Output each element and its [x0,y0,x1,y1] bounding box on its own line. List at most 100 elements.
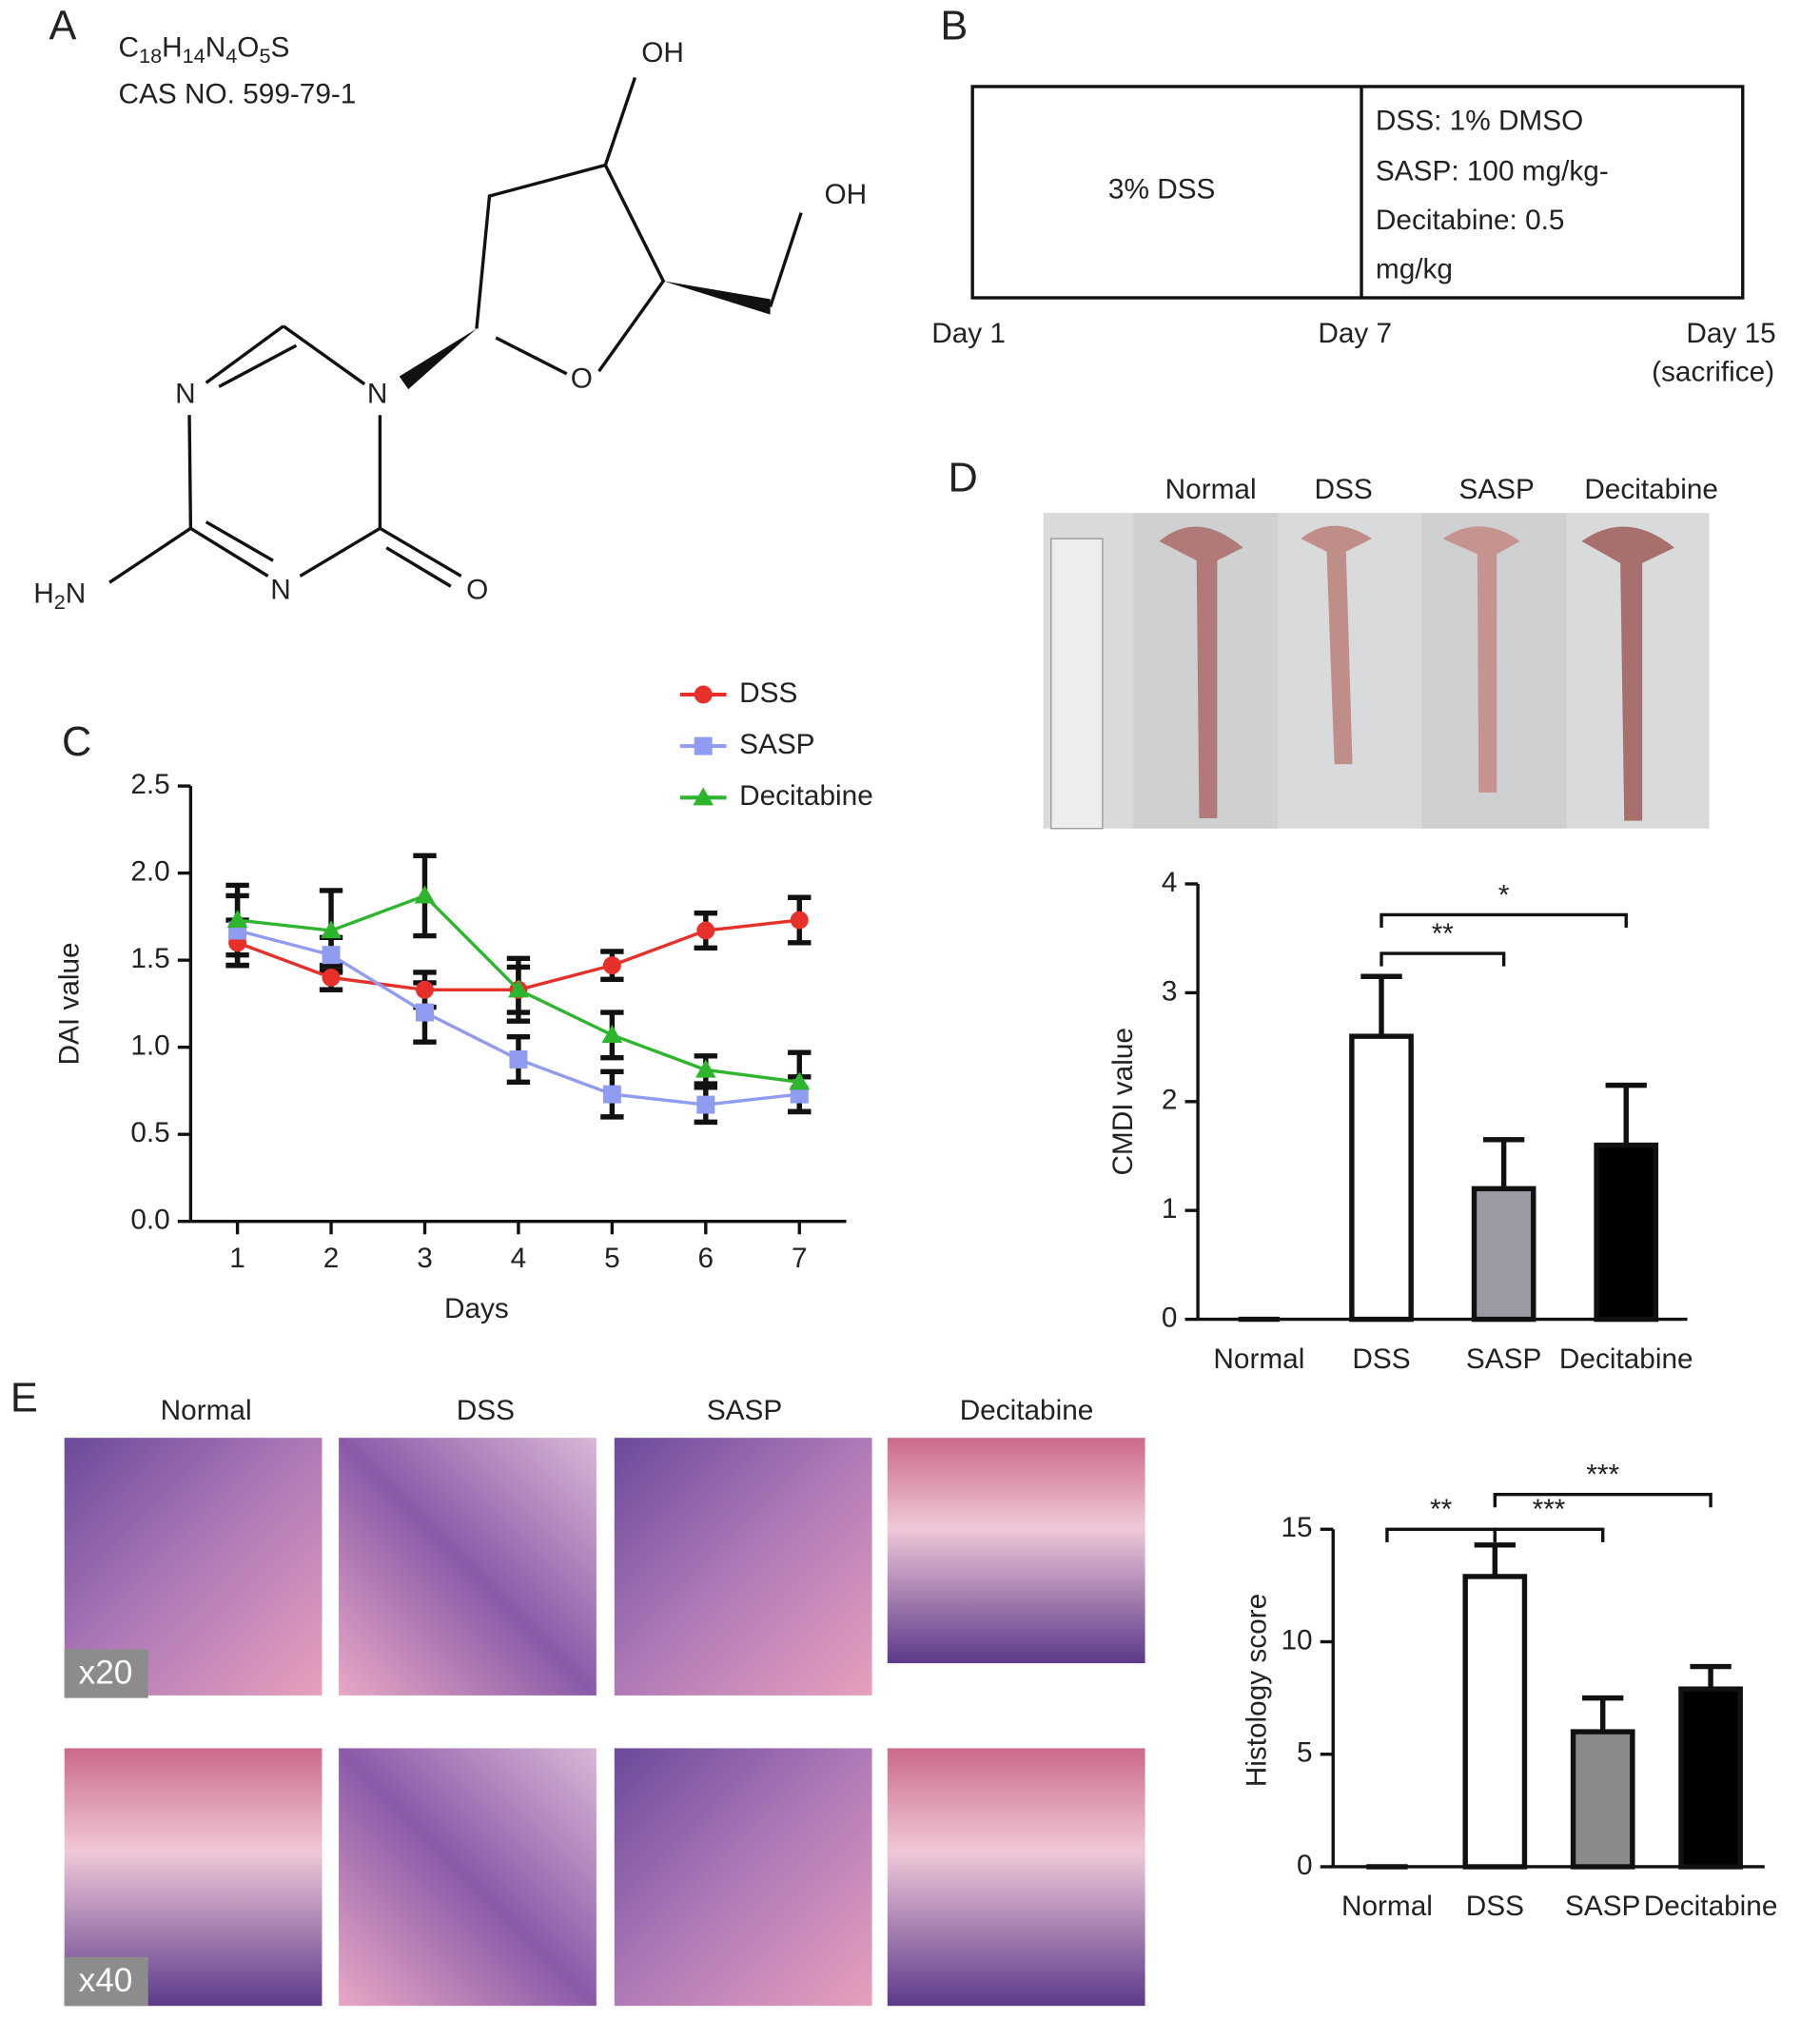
y-tick-label: 0.5 [130,1117,169,1148]
x-tick-label: 2 [323,1243,340,1274]
significance-label: * [1498,879,1510,911]
y-tick-label: 5 [1297,1737,1313,1769]
bar [1570,1729,1635,1870]
legend-marker [694,685,713,704]
significance-label: ** [1432,918,1455,950]
x-tick-label: SASP [1466,1343,1541,1375]
point [508,979,529,998]
y-tick-label: 2.5 [130,769,169,800]
x-tick-label: SASP [1565,1891,1640,1922]
colon [1159,526,1243,818]
phase-label: 3% DSS [1108,173,1216,205]
group-label: SASP [707,1395,782,1426]
error-bar [1474,1542,1516,1577]
point [602,956,621,975]
point [601,1025,623,1043]
significance-bracket [1385,1527,1497,1542]
atom: N [367,379,388,410]
x-tick-label: DSS [1352,1343,1410,1375]
y-tick-label: 15 [1281,1512,1312,1543]
wedge-bond [663,281,771,315]
y-tick-label: 2.0 [130,855,169,887]
error-bar [1360,973,1402,1037]
panel-label: B [940,3,968,49]
x-tick-label: DSS [1466,1891,1524,1922]
colon [1442,526,1520,793]
x-tick-label: Decitabine [1559,1343,1693,1375]
day-label: Day 7 [1318,318,1392,349]
micrograph [614,1748,872,2007]
chemical-structure: C18H14N4O5S CAS NO. 599-79-1 OH OH N N O… [33,32,867,614]
micrograph [614,1438,872,1696]
x-tick-label: 5 [604,1243,620,1274]
atom: OH [824,179,867,210]
timeline: 3% DSS DSS: 1% DMSO SASP: 100 mg/kg- Dec… [931,85,1776,388]
point [321,920,342,939]
y-axis-label: Histology score [1242,1594,1273,1787]
group-label: Normal [161,1395,252,1426]
bar [1594,1142,1659,1323]
y-tick-label: 10 [1281,1624,1312,1656]
y-tick-label: 0 [1297,1850,1313,1881]
x-tick-label: 7 [792,1243,808,1274]
chart: 0 5 10 15 Histology score Normal DSS SASP Decita… [1242,1460,1778,1923]
point [414,885,436,904]
x-axis-label: Days [444,1293,509,1324]
atom: O [571,363,593,395]
error-bar [1482,1137,1525,1189]
atom: N [270,575,291,606]
micrograph [887,1438,1145,1664]
colon-photo: Normal DSS SASP Decitabine [1043,474,1718,830]
y-tick-label: 0 [1162,1302,1178,1333]
x-tick-label: Decitabine [1644,1891,1778,1922]
group-label: DSS [1314,474,1372,505]
bar [1349,1033,1414,1323]
atom: OH [641,37,684,69]
atom: N [175,379,196,410]
x-tick-label: Normal [1341,1891,1433,1922]
significance-bracket [1493,1493,1712,1508]
group-label: Normal [1165,474,1257,505]
day-label: Day 1 [931,318,1006,349]
day-label: Day 15 [1686,318,1775,349]
point [695,1059,716,1078]
point [602,1085,621,1104]
significance-label: *** [1586,1460,1619,1491]
point [322,946,341,965]
panel-label: D [948,456,977,501]
x-tick-label: 1 [229,1243,245,1274]
significance-bracket [1493,1527,1605,1542]
magnification-badge [64,1649,148,1698]
point [416,1003,434,1022]
y-tick-label: 1.0 [130,1030,169,1062]
x-tick-label: 6 [698,1243,714,1274]
magnification: x40 [79,1962,133,1999]
ruler [1050,538,1104,830]
bar [1462,1574,1528,1870]
significance-label: *** [1533,1494,1566,1525]
panel-label: A [49,3,76,49]
colon [1581,526,1675,821]
significance-label: ** [1430,1494,1453,1525]
legend-label: DSS [739,677,797,709]
group-label: SASP [1458,474,1534,505]
micrograph [339,1438,597,1696]
y-tick-label: 2 [1162,1085,1178,1116]
point [226,910,248,929]
bar [1471,1186,1536,1323]
panel-label: E [10,1375,38,1421]
cas-number: CAS NO. 599-79-1 [119,78,357,109]
treatment: SASP: 100 mg/kg- [1376,156,1609,187]
group-label: Decitabine [960,1395,1094,1426]
x-tick-label: 4 [511,1243,527,1274]
x-tick-label: 3 [417,1243,433,1274]
significance-bracket [1380,912,1628,929]
treatment: mg/kg [1376,253,1453,284]
point [696,1095,715,1114]
atom: O [466,575,488,606]
histology: x20 x40 Normal DSS SASP Decitabine [64,1395,1145,2007]
colon [1301,525,1372,765]
point [416,980,434,999]
